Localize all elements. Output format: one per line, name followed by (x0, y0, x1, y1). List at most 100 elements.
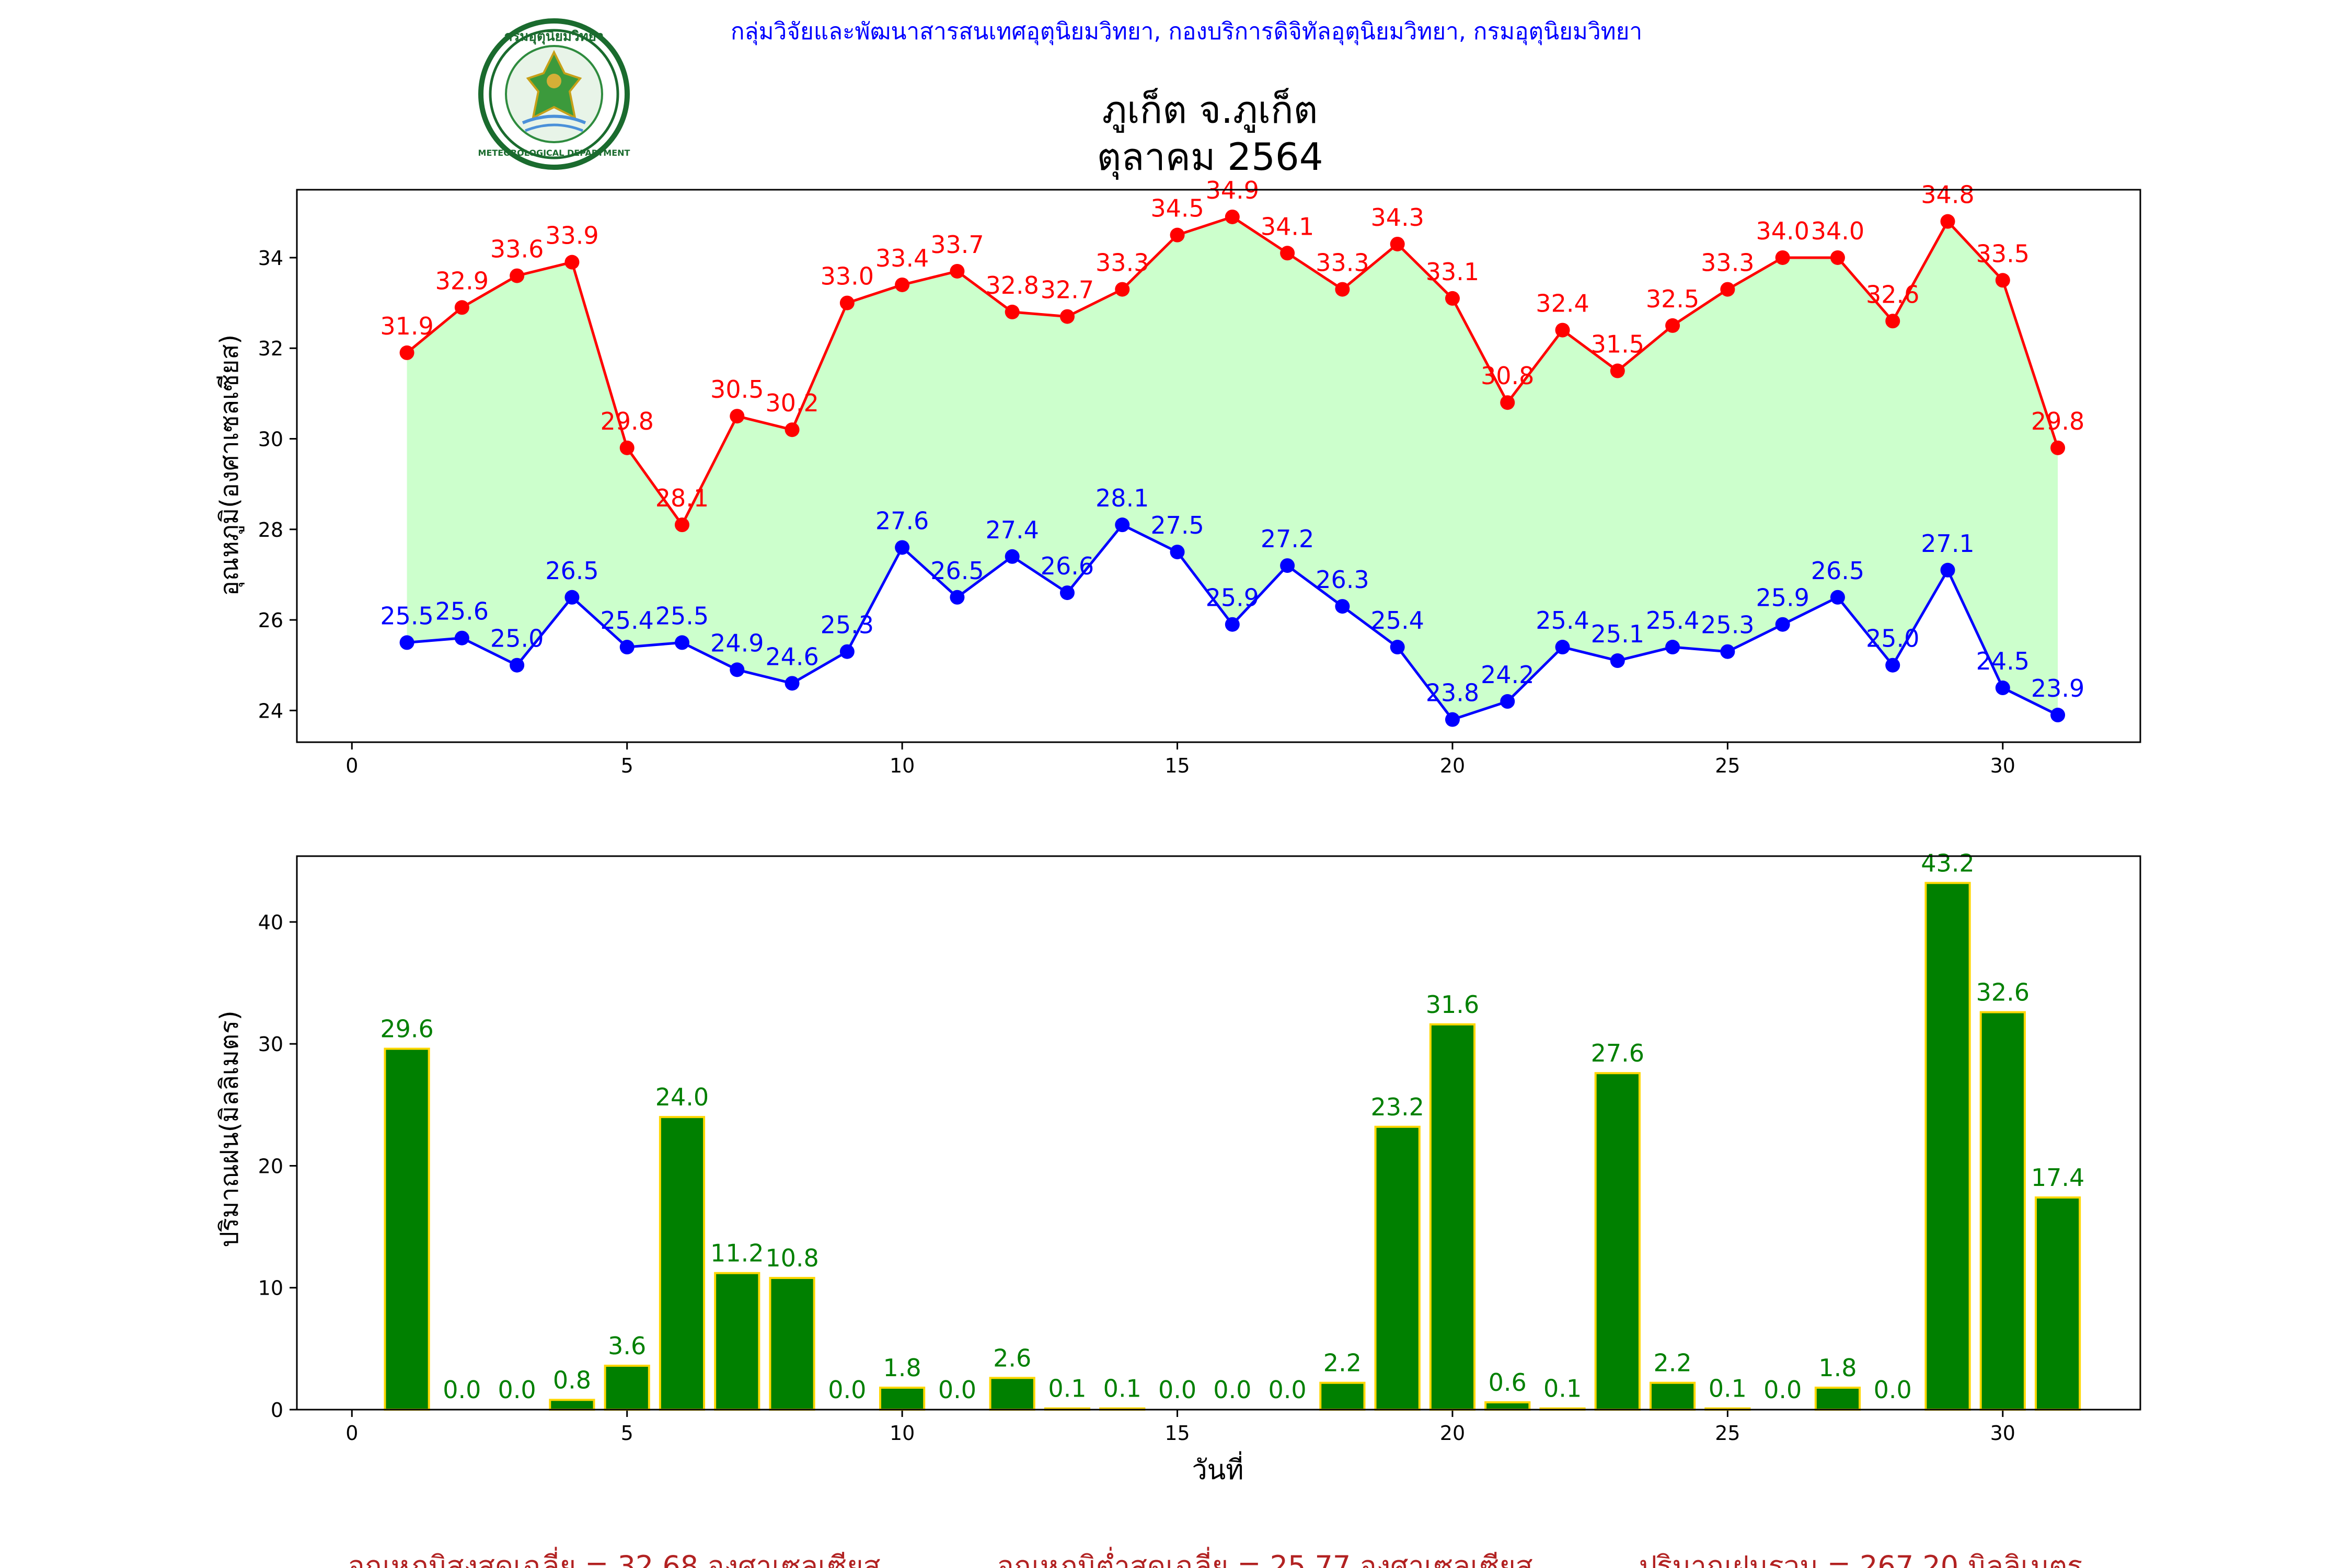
rainfall-value-label: 0.0 (1213, 1376, 1251, 1404)
max-temperature-point (1500, 395, 1515, 410)
max-temperature-point (1830, 250, 1845, 265)
max-temperature-point (1610, 363, 1625, 378)
max-temperature-label: 30.2 (765, 389, 818, 417)
rainfall-x-tick-label: 5 (621, 1422, 633, 1445)
rainfall-bar (549, 1399, 595, 1411)
department-logo: กรมอุตุนิยมวิทยา METEOROLOGICAL DEPARTME… (478, 18, 630, 170)
max-temperature-point (1720, 282, 1735, 297)
min-temperature-label: 25.3 (821, 611, 874, 639)
max-temperature-label: 33.4 (875, 244, 929, 272)
max-temperature-label: 33.5 (1976, 239, 2030, 268)
rainfall-y-tick-label: 30 (258, 1033, 283, 1056)
min-temperature-point (1610, 653, 1625, 668)
min-temperature-label: 24.6 (765, 642, 818, 671)
temperature-marks: 31.932.933.6 33.9 29.8 28.1 30.5 30.2 33.033.4… (380, 176, 2084, 727)
max-temperature-point (1995, 273, 2010, 288)
min-temperature-label: 25.0 (1866, 625, 1919, 653)
temperature-x-tick-label: 20 (1440, 754, 1465, 777)
rainfall-bar (1649, 1381, 1696, 1411)
rainfall-value-label: 32.6 (1976, 978, 2030, 1007)
temperature-y-tick-label: 34 (258, 247, 283, 270)
rainfall-value-label: 3.6 (608, 1332, 646, 1360)
min-temperature-point (399, 635, 414, 650)
temperature-y-tick-label: 28 (258, 518, 283, 541)
min-temperature-label: 26.5 (1811, 557, 1864, 585)
max-temperature-label: 31.9 (380, 312, 433, 340)
rainfall-value-label: 2.6 (993, 1344, 1031, 1372)
min-temperature-point (1995, 681, 2010, 696)
temperature-x-tick-label: 15 (1165, 754, 1190, 777)
chart-title-line1: ภูเก็ต จ.ภูเก็ต (1102, 88, 1318, 133)
rainfall-value-label: 0.0 (443, 1376, 481, 1404)
temperature-x-tick-label: 10 (890, 754, 915, 777)
min-temperature-point (839, 644, 855, 659)
min-temperature-point (510, 658, 525, 673)
rainfall-bar (1429, 1023, 1476, 1411)
rainfall-bar (1979, 1011, 2026, 1411)
rainfall-x-tick-label: 20 (1440, 1422, 1465, 1445)
temperature-axes: 0 5 10 15 20 25 30 24 26 28 30 32 34 (258, 247, 2015, 777)
max-temperature-label: 30.5 (710, 375, 764, 403)
rainfall-x-tick-label: 30 (1990, 1422, 2015, 1445)
rainfall-value-label: 0.0 (1763, 1376, 1802, 1404)
min-temperature-label: 25.5 (380, 602, 433, 630)
rainfall-value-label: 2.2 (1654, 1349, 1692, 1377)
rainfall-x-tick-label: 25 (1715, 1422, 1740, 1445)
min-temperature-point (1005, 549, 1020, 564)
max-temperature-point (1555, 322, 1570, 338)
max-temperature-label: 34.5 (1150, 194, 1204, 223)
max-temperature-point (1059, 309, 1075, 324)
min-temperature-point (1225, 617, 1240, 632)
max-temperature-label: 29.8 (2031, 407, 2084, 435)
min-temperature-point (950, 590, 965, 605)
min-temperature-point (619, 640, 635, 655)
temperature-y-tick-label: 30 (258, 428, 283, 451)
max-temperature-point (619, 440, 635, 455)
min-temperature-point (1115, 517, 1130, 533)
min-temperature-point (1885, 658, 1900, 673)
min-temperature-point (1830, 590, 1845, 605)
max-temperature-label: 34.3 (1370, 203, 1424, 232)
max-temperature-point (730, 409, 745, 424)
max-temperature-point (2050, 440, 2066, 455)
rainfall-bar (1594, 1072, 1641, 1411)
temperature-y-tick-label: 32 (258, 337, 283, 360)
max-temperature-point (1390, 236, 1405, 251)
organization-line: กลุ่มวิจัยและพัฒนาสารสนเทศอุตุนิยมวิทยา,… (731, 18, 1642, 45)
min-temperature-label: 25.1 (1591, 620, 1644, 648)
min-temperature-label: 25.6 (435, 597, 489, 626)
avg-max-temperature: อุณหภูมิสูงสุดเฉลี่ย = 32.68 องศาเซลเซีย… (348, 1547, 880, 1568)
min-temperature-label: 25.3 (1701, 611, 1754, 639)
min-temperature-label: 26.5 (545, 557, 598, 585)
max-temperature-point (1170, 227, 1185, 243)
rainfall-value-label: 0.8 (553, 1366, 591, 1394)
max-temperature-label: 33.1 (1426, 258, 1479, 286)
max-temperature-point (674, 517, 689, 533)
min-temperature-point (1390, 640, 1405, 655)
chart-title-line2: ตุลาคม 2564 (1097, 135, 1323, 180)
max-temperature-point (895, 277, 910, 292)
rainfall-value-label: 17.4 (2031, 1163, 2084, 1192)
max-temperature-point (1280, 246, 1295, 261)
min-temperature-point (1170, 545, 1185, 560)
rainfall-y-axis-label: ปริมาณฝน(มิลลิเมตร) (215, 1010, 244, 1247)
min-temperature-label: 26.3 (1316, 566, 1369, 594)
max-temperature-point (785, 422, 800, 437)
min-temperature-label: 25.5 (655, 602, 709, 630)
rainfall-bar (1924, 882, 1971, 1411)
rainfall-y-tick-label: 40 (258, 911, 283, 934)
rainfall-bar (989, 1377, 1035, 1411)
rainfall-x-tick-label: 10 (890, 1422, 915, 1445)
max-temperature-label: 34.1 (1261, 212, 1314, 240)
min-temperature-label: 28.1 (1096, 484, 1149, 512)
rainfall-x-axis-label: วันที่ (1192, 1451, 1243, 1486)
min-temperature-point (1775, 617, 1790, 632)
min-temperature-point (2050, 708, 2066, 723)
max-temperature-point (1005, 304, 1020, 319)
max-temperature-label: 32.4 (1536, 290, 1589, 318)
min-temperature-point (1555, 640, 1570, 655)
rainfall-value-label: 0.1 (1543, 1375, 1582, 1403)
rainfall-value-label: 0.0 (938, 1376, 976, 1404)
rainfall-bar (659, 1116, 706, 1411)
rainfall-value-label: 0.6 (1489, 1368, 1527, 1397)
